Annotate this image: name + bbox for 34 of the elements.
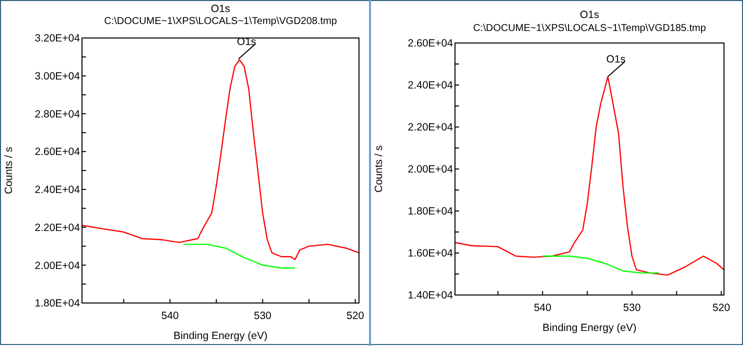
y-tick-label: 2.40E+04 <box>34 184 80 196</box>
annotation: O1s <box>606 54 626 66</box>
x-axis-title: Binding Energy (eV) <box>542 322 636 334</box>
y-axis-title: Counts / s <box>373 145 385 193</box>
x-tick-label: 540 <box>534 302 552 314</box>
y-tick-label: 2.20E+04 <box>408 122 454 134</box>
line-series <box>542 256 660 274</box>
line-series <box>81 59 360 260</box>
y-tick-label: 1.80E+04 <box>408 206 454 218</box>
y-tick-label: 2.40E+04 <box>408 80 454 92</box>
x-tick-label: 540 <box>161 310 179 322</box>
x-tick-label: 530 <box>623 302 641 314</box>
line-series <box>454 76 725 276</box>
x-axis-title: Binding Energy (eV) <box>174 330 268 342</box>
y-tick-label: 2.20E+04 <box>34 222 80 234</box>
y-tick-label: 3.20E+04 <box>34 32 80 45</box>
y-axis-title: Counts / s <box>3 146 15 194</box>
y-tick-label: 1.80E+04 <box>34 298 80 310</box>
chart-subtitle: C:\DOCUME~1\XPS\LOCALS~1\Temp\VGD208.tmp <box>104 16 338 27</box>
y-tick-label: 2.00E+04 <box>34 260 80 272</box>
y-tick-label: 2.60E+04 <box>408 38 454 50</box>
chart-title: O1s <box>210 3 230 15</box>
chart-title: O1s <box>580 9 600 21</box>
x-tick-label: 530 <box>254 310 272 322</box>
y-tick-label: 2.80E+04 <box>34 108 80 120</box>
x-tick-label: 520 <box>346 310 364 322</box>
y-tick-label: 2.60E+04 <box>34 146 80 158</box>
chart-subtitle: C:\DOCUME~1\XPS\LOCALS~1\Temp\VGD185.tmp <box>473 23 706 34</box>
y-tick-label: 2.00E+04 <box>408 164 454 176</box>
y-tick-label: 1.60E+04 <box>408 248 454 260</box>
line-series <box>183 244 296 269</box>
x-tick-label: 520 <box>712 302 730 314</box>
y-tick-label: 3.00E+04 <box>34 70 80 83</box>
y-tick-label: 1.40E+04 <box>408 290 454 302</box>
